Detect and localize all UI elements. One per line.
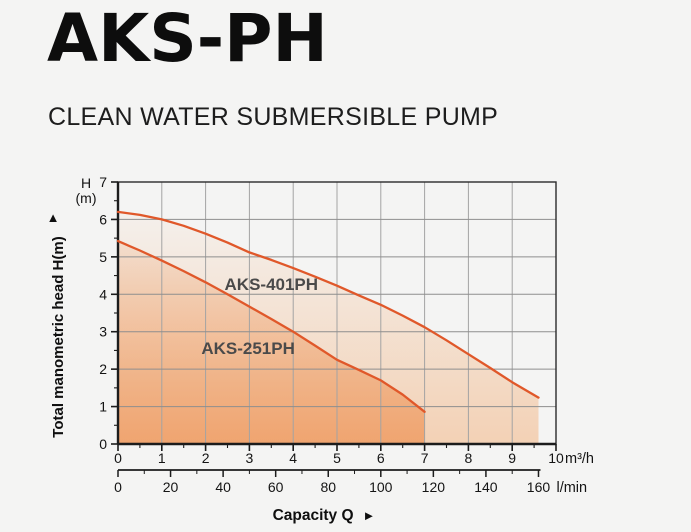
x-axis-secondary: 0 20 40 60 80 100 120 140 160 l/min bbox=[114, 469, 587, 496]
x-primary-unit-label: m³/h bbox=[565, 451, 594, 467]
x-tick-label: 10 bbox=[548, 450, 564, 466]
page-subtitle: CLEAN WATER SUBMERSIBLE PUMP bbox=[48, 103, 499, 131]
capacity-axis-label: Capacity Q ► bbox=[273, 507, 376, 524]
y-tick-label: 0 bbox=[99, 436, 107, 452]
x-tick-label: 6 bbox=[377, 450, 385, 466]
lmin-tick-label: 0 bbox=[114, 479, 122, 495]
up-arrow-icon: ▲ bbox=[47, 210, 60, 225]
lmin-tick-label: 60 bbox=[268, 479, 284, 495]
lmin-tick-label: 160 bbox=[527, 479, 551, 495]
x-tick-label: 3 bbox=[246, 450, 254, 466]
y-tick-label: 1 bbox=[99, 399, 107, 415]
series-label-aks-251ph: AKS-251PH bbox=[201, 339, 295, 358]
page-title: AKS-PH bbox=[47, 0, 328, 77]
x-axis-primary: 0 1 2 3 4 5 6 7 8 9 10 m³/h bbox=[114, 444, 594, 467]
series-areas bbox=[118, 211, 539, 444]
x-tick-label: 1 bbox=[158, 450, 166, 466]
series-label-aks-401ph: AKS-401PH bbox=[225, 275, 319, 294]
head-axis-label: Total manometric head H(m) bbox=[50, 236, 67, 437]
lmin-tick-label: 140 bbox=[474, 479, 498, 495]
curve-aks-401ph bbox=[116, 210, 540, 399]
x-tick-label: 4 bbox=[289, 450, 297, 466]
area-under-aks-251ph bbox=[118, 241, 425, 444]
capacity-axis-label-text: Capacity Q bbox=[273, 507, 354, 524]
y-axis: 0 1 2 3 4 5 6 7H(m) bbox=[76, 174, 118, 452]
lmin-tick-label: 80 bbox=[320, 479, 336, 495]
right-arrow-icon: ► bbox=[363, 508, 376, 523]
series-curves bbox=[116, 210, 540, 413]
lmin-tick-label: 100 bbox=[369, 479, 393, 495]
lmin-tick-label: 40 bbox=[215, 479, 231, 495]
y-tick-label: 7 bbox=[99, 174, 107, 190]
lmin-tick-label: 20 bbox=[163, 479, 179, 495]
x-tick-label: 9 bbox=[508, 450, 516, 466]
y-tick-label: 4 bbox=[99, 286, 107, 302]
y-tick-label: 5 bbox=[99, 249, 107, 265]
x-tick-label: 0 bbox=[114, 450, 122, 466]
y-tick-label: 3 bbox=[99, 324, 107, 340]
x-tick-label: 5 bbox=[333, 450, 341, 466]
curve-aks-251ph bbox=[116, 239, 426, 413]
gridlines bbox=[118, 182, 556, 444]
head-unit-label-h: H bbox=[81, 175, 91, 191]
x-tick-label: 8 bbox=[465, 450, 473, 466]
x-tick-label: 2 bbox=[202, 450, 210, 466]
lmin-unit-label: l/min bbox=[556, 480, 587, 496]
lmin-tick-label: 120 bbox=[422, 479, 446, 495]
y-tick-label: 6 bbox=[99, 211, 107, 227]
x-tick-label: 7 bbox=[421, 450, 429, 466]
head-unit-label-m: (m) bbox=[76, 190, 97, 206]
y-tick-label: 2 bbox=[99, 361, 107, 377]
